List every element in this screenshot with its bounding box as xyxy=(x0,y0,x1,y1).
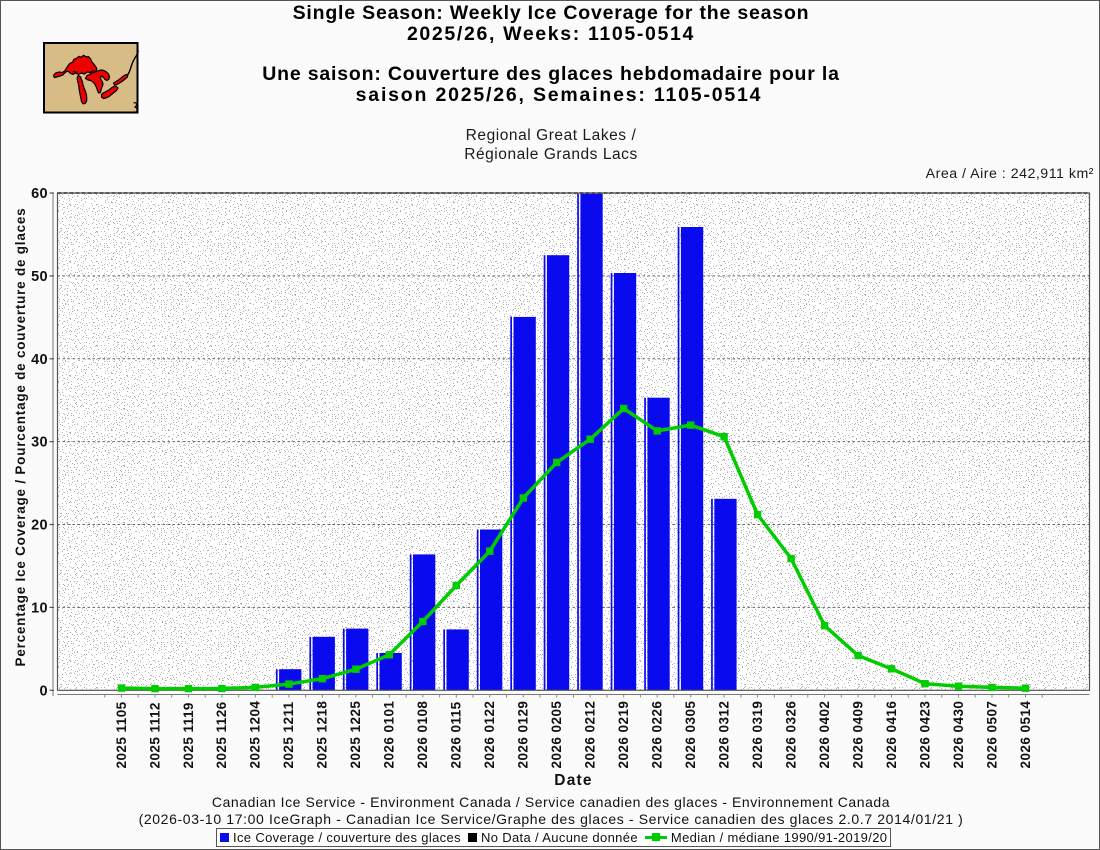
svg-text:2025 1105: 2025 1105 xyxy=(114,701,129,768)
svg-text:Percentage Ice Coverage / Pour: Percentage Ice Coverage / Pourcentage de… xyxy=(13,208,28,667)
svg-text:2026 0212: 2026 0212 xyxy=(583,701,598,769)
svg-text:2025 1112: 2025 1112 xyxy=(147,702,162,768)
svg-text:2026 0312: 2026 0312 xyxy=(716,701,731,769)
svg-text:10: 10 xyxy=(31,600,48,616)
svg-text:30: 30 xyxy=(31,435,48,451)
svg-text:60: 60 xyxy=(31,186,48,202)
svg-text:2026 0205: 2026 0205 xyxy=(549,701,564,769)
svg-text:2026 0319: 2026 0319 xyxy=(750,701,765,769)
svg-text:2025 1218: 2025 1218 xyxy=(315,701,330,769)
svg-text:2026 0226: 2026 0226 xyxy=(650,701,665,769)
svg-text:2025 1204: 2025 1204 xyxy=(248,701,263,769)
svg-text:2026 0430: 2026 0430 xyxy=(951,701,966,769)
svg-text:2025 1126: 2025 1126 xyxy=(214,701,229,768)
svg-text:2026 0101: 2026 0101 xyxy=(382,701,397,769)
svg-text:2026 0129: 2026 0129 xyxy=(516,701,531,769)
svg-text:2026 0507: 2026 0507 xyxy=(984,701,999,769)
svg-text:2026 0122: 2026 0122 xyxy=(482,701,497,769)
svg-text:2026 0219: 2026 0219 xyxy=(616,701,631,769)
svg-text:2026 0326: 2026 0326 xyxy=(783,701,798,769)
svg-text:40: 40 xyxy=(31,352,48,368)
svg-text:2026 0305: 2026 0305 xyxy=(683,701,698,769)
svg-text:0: 0 xyxy=(40,683,48,699)
svg-text:50: 50 xyxy=(31,269,48,285)
svg-text:20: 20 xyxy=(31,518,48,534)
svg-text:2026 0514: 2026 0514 xyxy=(1018,701,1033,769)
svg-text:2025 1119: 2025 1119 xyxy=(181,702,196,768)
svg-text:2025 1225: 2025 1225 xyxy=(348,701,363,769)
svg-text:2026 0108: 2026 0108 xyxy=(415,701,430,769)
svg-text:2026 0402: 2026 0402 xyxy=(817,701,832,769)
svg-text:2026 0409: 2026 0409 xyxy=(850,701,865,769)
svg-text:2025 1211: 2025 1211 xyxy=(281,701,296,768)
svg-text:2026 0416: 2026 0416 xyxy=(884,701,899,769)
svg-text:2026 0115: 2026 0115 xyxy=(449,701,464,768)
svg-text:2026 0423: 2026 0423 xyxy=(917,701,932,769)
